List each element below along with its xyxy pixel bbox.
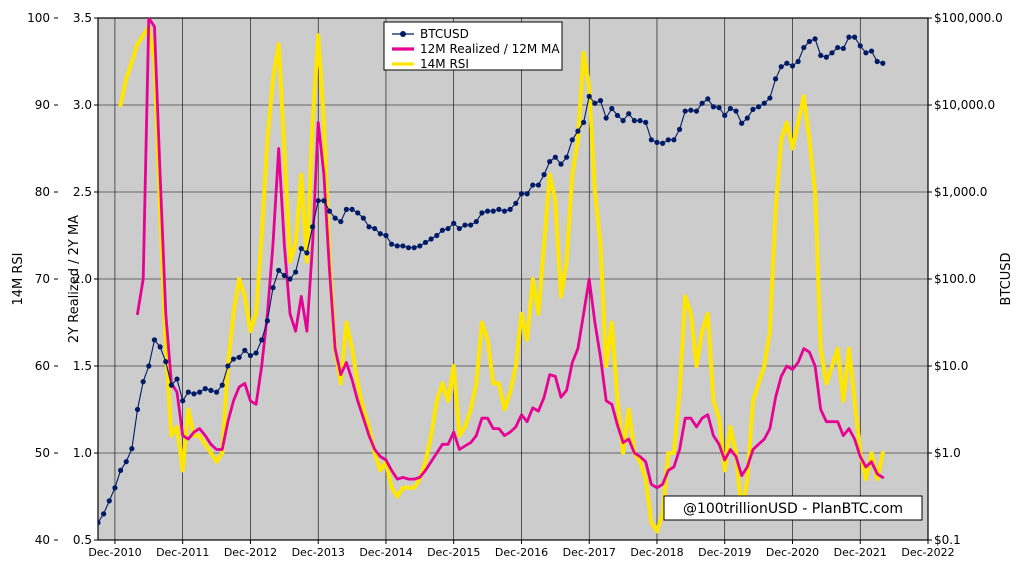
svg-text:Dec-2011: Dec-2011 [156, 546, 209, 559]
svg-text:Dec-2019: Dec-2019 [698, 546, 751, 559]
svg-text:50: 50 [35, 446, 50, 460]
svg-text:$1.0: $1.0 [934, 446, 961, 460]
svg-text:Dec-2021: Dec-2021 [834, 546, 887, 559]
svg-text:2.5: 2.5 [73, 185, 92, 199]
svg-text:BTCUSD: BTCUSD [420, 27, 469, 41]
svg-text:$100,000.0: $100,000.0 [934, 11, 1003, 25]
svg-text:100: 100 [27, 11, 50, 25]
svg-text:3.0: 3.0 [73, 98, 92, 112]
svg-text:40: 40 [35, 533, 50, 547]
svg-text:Dec-2017: Dec-2017 [563, 546, 616, 559]
svg-text:80: 80 [35, 185, 50, 199]
svg-text:Dec-2012: Dec-2012 [224, 546, 277, 559]
svg-text:$10.0: $10.0 [934, 359, 968, 373]
svg-text:$100.0: $100.0 [934, 272, 976, 286]
svg-text:60: 60 [35, 359, 50, 373]
svg-text:70: 70 [35, 272, 50, 286]
svg-text:14M RSI: 14M RSI [420, 57, 469, 71]
svg-text:90: 90 [35, 98, 50, 112]
svg-text:0.5: 0.5 [73, 533, 92, 547]
chart-container: 4050607080901000.51.01.52.02.53.03.5$0.1… [0, 0, 1024, 576]
svg-text:Dec-2013: Dec-2013 [292, 546, 345, 559]
svg-text:Dec-2016: Dec-2016 [495, 546, 548, 559]
svg-text:Dec-2022: Dec-2022 [901, 546, 954, 559]
svg-text:BTCUSD: BTCUSD [999, 253, 1014, 306]
svg-text:$1,000.0: $1,000.0 [934, 185, 987, 199]
svg-text:Dec-2020: Dec-2020 [766, 546, 819, 559]
svg-text:1.0: 1.0 [73, 446, 92, 460]
svg-text:Dec-2010: Dec-2010 [88, 546, 141, 559]
chart-svg: 4050607080901000.51.01.52.02.53.03.5$0.1… [0, 0, 1024, 576]
svg-text:Dec-2018: Dec-2018 [630, 546, 683, 559]
svg-text:Dec-2014: Dec-2014 [359, 546, 412, 559]
svg-text:$0.1: $0.1 [934, 533, 961, 547]
svg-text:$10,000.0: $10,000.0 [934, 98, 995, 112]
svg-text:14M RSI: 14M RSI [11, 252, 26, 305]
svg-text:Dec-2015: Dec-2015 [427, 546, 480, 559]
svg-text:2Y Realized / 2Y MA: 2Y Realized / 2Y MA [67, 215, 82, 343]
svg-text:1.5: 1.5 [73, 359, 92, 373]
svg-text:3.5: 3.5 [73, 11, 92, 25]
svg-text:12M Realized / 12M MA: 12M Realized / 12M MA [420, 42, 560, 56]
svg-text:@100trillionUSD - PlanBTC.co: @100trillionUSD - PlanBTC.com [683, 501, 903, 517]
